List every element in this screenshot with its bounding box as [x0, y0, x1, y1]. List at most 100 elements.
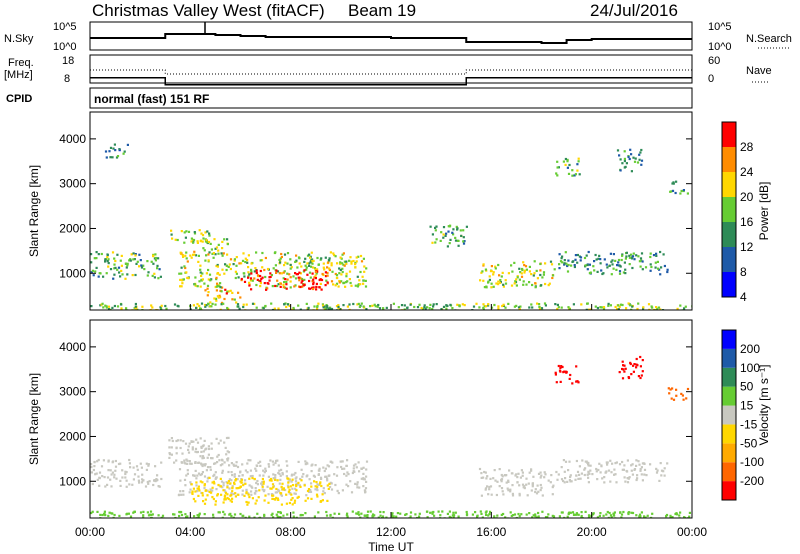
- data-cell: [151, 274, 154, 277]
- data-cell: [124, 277, 127, 280]
- data-cell: [153, 276, 156, 279]
- data-cell: [480, 512, 483, 515]
- data-cell: [250, 288, 253, 291]
- data-cell: [275, 271, 278, 274]
- data-cell: [164, 304, 167, 308]
- data-cell: [315, 272, 318, 275]
- data-cell: [134, 253, 137, 256]
- data-cell: [116, 305, 120, 308]
- data-cell: [613, 468, 616, 471]
- data-cell: [598, 462, 601, 465]
- data-cell: [98, 471, 102, 474]
- data-cell: [93, 257, 96, 260]
- data-cell: [222, 489, 225, 492]
- data-cell: [228, 487, 231, 490]
- data-cell: [465, 225, 468, 228]
- data-cell: [531, 306, 534, 309]
- data-cell: [109, 268, 113, 271]
- data-cell: [354, 266, 357, 269]
- data-cell: [362, 282, 365, 285]
- data-cell: [663, 467, 666, 470]
- data-cell: [665, 515, 668, 518]
- data-cell: [173, 303, 177, 306]
- data-cell: [338, 267, 341, 270]
- data-cell: [185, 257, 188, 260]
- data-cell: [416, 306, 420, 309]
- data-cell: [277, 511, 280, 514]
- data-cell: [555, 381, 558, 384]
- data-cell: [547, 479, 550, 482]
- data-cell: [253, 277, 256, 280]
- data-cell: [435, 238, 438, 241]
- data-cell: [600, 464, 603, 467]
- data-cell: [552, 274, 555, 277]
- data-cell: [493, 469, 496, 472]
- data-cell: [319, 476, 323, 479]
- data-cell: [178, 514, 181, 518]
- data-cell: [303, 484, 306, 487]
- data-cell: [298, 285, 301, 288]
- data-cell: [299, 477, 302, 481]
- data-cell: [241, 463, 244, 466]
- data-cell: [327, 307, 330, 310]
- data-cell: [578, 173, 581, 176]
- data-cell: [144, 485, 148, 488]
- data-cell: [117, 266, 121, 269]
- data-cell: [315, 487, 319, 490]
- data-cell: [198, 512, 201, 515]
- data-cell: [330, 482, 333, 485]
- data-cell: [362, 478, 365, 481]
- data-cell: [602, 307, 606, 310]
- data-cell: [271, 460, 274, 463]
- data-cell: [102, 459, 105, 462]
- data-cell: [517, 512, 520, 516]
- data-cell: [260, 482, 263, 485]
- data-cell: [217, 249, 220, 252]
- data-cell: [420, 306, 423, 310]
- data-cell: [264, 256, 267, 260]
- data-cell: [115, 156, 119, 159]
- data-cell: [642, 306, 645, 309]
- data-cell: [310, 464, 313, 467]
- data-cell: [132, 466, 135, 469]
- data-cell: [248, 484, 251, 487]
- data-cell: [253, 516, 256, 518]
- data-cell: [238, 307, 241, 310]
- data-cell: [199, 480, 202, 483]
- data-cell: [194, 276, 197, 279]
- data-cell: [289, 280, 292, 283]
- data-cell: [321, 303, 324, 306]
- data-cell: [448, 242, 451, 245]
- data-cell: [250, 493, 253, 496]
- data-cell: [343, 264, 346, 267]
- data-cell: [589, 464, 592, 467]
- data-cell: [245, 500, 248, 504]
- data-cell: [432, 510, 435, 514]
- data-cell: [304, 499, 307, 502]
- data-cell: [302, 283, 305, 286]
- data-cell: [95, 266, 98, 269]
- data-cell: [523, 264, 526, 267]
- data-cell: [352, 464, 356, 467]
- data-cell: [214, 297, 218, 300]
- data-cell: [222, 484, 225, 487]
- data-cell: [160, 477, 163, 481]
- data-cell: [324, 475, 327, 478]
- data-cell: [562, 459, 565, 462]
- data-cell: [542, 273, 545, 276]
- data-cell: [143, 268, 146, 271]
- data-cell: [211, 252, 214, 255]
- data-cell: [666, 268, 669, 271]
- data-cell: [201, 464, 204, 468]
- data-cell: [652, 254, 656, 257]
- data-cell: [320, 288, 323, 291]
- data-cell: [574, 513, 577, 516]
- data-cell: [539, 262, 542, 266]
- data-cell: [635, 514, 638, 517]
- data-cell: [109, 308, 112, 310]
- data-cell: [181, 282, 184, 285]
- data-cell: [194, 500, 197, 503]
- data-cell: [195, 477, 198, 480]
- data-cell: [539, 269, 542, 272]
